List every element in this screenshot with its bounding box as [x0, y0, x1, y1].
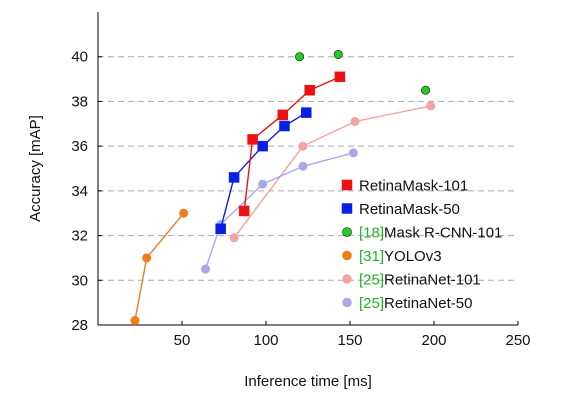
- data-point: [179, 208, 189, 218]
- legend-series-name: RetinaMask-101: [359, 178, 468, 195]
- legend-marker: [342, 274, 352, 284]
- legend-marker: [341, 203, 353, 214]
- data-point: [298, 161, 308, 171]
- data-point: [301, 107, 312, 118]
- series-line: [233, 105, 431, 239]
- legend-series-name: RetinaNet-101: [384, 272, 481, 289]
- legend-label: RetinaMask-101: [359, 178, 468, 195]
- series: [130, 49, 436, 326]
- legend-marker: [342, 250, 352, 261]
- x-tick-label: 200: [421, 332, 446, 349]
- data-point: [228, 172, 240, 183]
- legend-series-name: RetinaNet-50: [384, 295, 472, 312]
- data-point: [130, 316, 140, 326]
- series-mask-r-cnn-101: [295, 49, 431, 95]
- data-point: [238, 205, 250, 217]
- series-line: [204, 152, 354, 270]
- series-retinanet-50: [201, 148, 358, 274]
- legend-series-name: RetinaMask-50: [359, 201, 460, 218]
- data-point: [333, 49, 343, 59]
- legend: RetinaMask-101 RetinaMask-50 [18]Mask R-CN…: [341, 178, 502, 312]
- legend-marker: [342, 297, 352, 308]
- legend-item: [25]RetinaNet-101: [342, 272, 481, 289]
- y-tick-label: 38: [71, 93, 88, 110]
- series-retinanet-101: [229, 101, 436, 243]
- data-point: [334, 71, 346, 83]
- y-tick-label: 36: [71, 138, 88, 155]
- legend-citation: [25]: [359, 295, 384, 312]
- y-axis-title: Accuracy [mAP]: [27, 115, 44, 222]
- y-tick-label: 30: [71, 272, 88, 289]
- tick-labels: 28 30 32 34 36 38 40 50 100 150 200 250: [71, 49, 530, 349]
- data-point: [426, 101, 436, 111]
- data-point: [295, 52, 305, 62]
- series-line: [134, 212, 185, 321]
- legend-marker: [341, 179, 353, 191]
- data-point: [229, 233, 239, 243]
- x-tick-label: 50: [174, 332, 191, 349]
- data-point: [277, 109, 289, 121]
- legend-series-name: YOLOv3: [384, 248, 442, 265]
- series-yolov3: [130, 208, 189, 326]
- legend-item: [25]RetinaNet-50: [342, 295, 472, 312]
- y-tick-label: 34: [71, 183, 88, 200]
- x-tick-label: 250: [505, 332, 530, 349]
- y-tick-label: 28: [71, 317, 88, 334]
- series-retinamask-101: [238, 71, 346, 217]
- legend-item: [31]YOLOv3: [342, 248, 442, 265]
- legend-label: [25]RetinaNet-101: [359, 272, 481, 289]
- data-point: [257, 140, 268, 152]
- axes: [97, 12, 518, 326]
- legend-series-name: Mask R-CNN-101: [384, 225, 502, 242]
- data-point: [348, 148, 358, 158]
- legend-marker: [342, 227, 352, 237]
- data-point: [279, 120, 290, 132]
- data-point: [258, 179, 268, 189]
- data-point: [421, 85, 431, 95]
- x-axis-title: Inference time [ms]: [244, 373, 372, 390]
- data-point: [215, 223, 226, 235]
- x-tick-label: 100: [253, 332, 278, 349]
- legend-label: [18]Mask R-CNN-101: [359, 225, 502, 242]
- data-point: [142, 253, 152, 263]
- legend-label: [25]RetinaNet-50: [359, 295, 472, 312]
- data-point: [298, 141, 308, 151]
- legend-item: [18]Mask R-CNN-101: [342, 225, 502, 242]
- legend-citation: [25]: [359, 272, 384, 289]
- data-point: [304, 85, 315, 96]
- x-tick-label: 150: [337, 332, 362, 349]
- data-point: [350, 117, 360, 127]
- legend-label: RetinaMask-50: [359, 201, 460, 218]
- y-tick-label: 32: [71, 228, 88, 245]
- legend-item: RetinaMask-50: [341, 201, 460, 218]
- grid: [98, 56, 518, 281]
- data-point: [201, 264, 211, 274]
- legend-citation: [18]: [359, 225, 384, 242]
- legend-label: [31]YOLOv3: [359, 248, 442, 265]
- legend-citation: [31]: [359, 248, 384, 265]
- legend-item: RetinaMask-101: [341, 178, 468, 195]
- y-tick-label: 40: [71, 49, 88, 66]
- data-point: [247, 134, 258, 145]
- series-retinamask-50: [215, 107, 312, 235]
